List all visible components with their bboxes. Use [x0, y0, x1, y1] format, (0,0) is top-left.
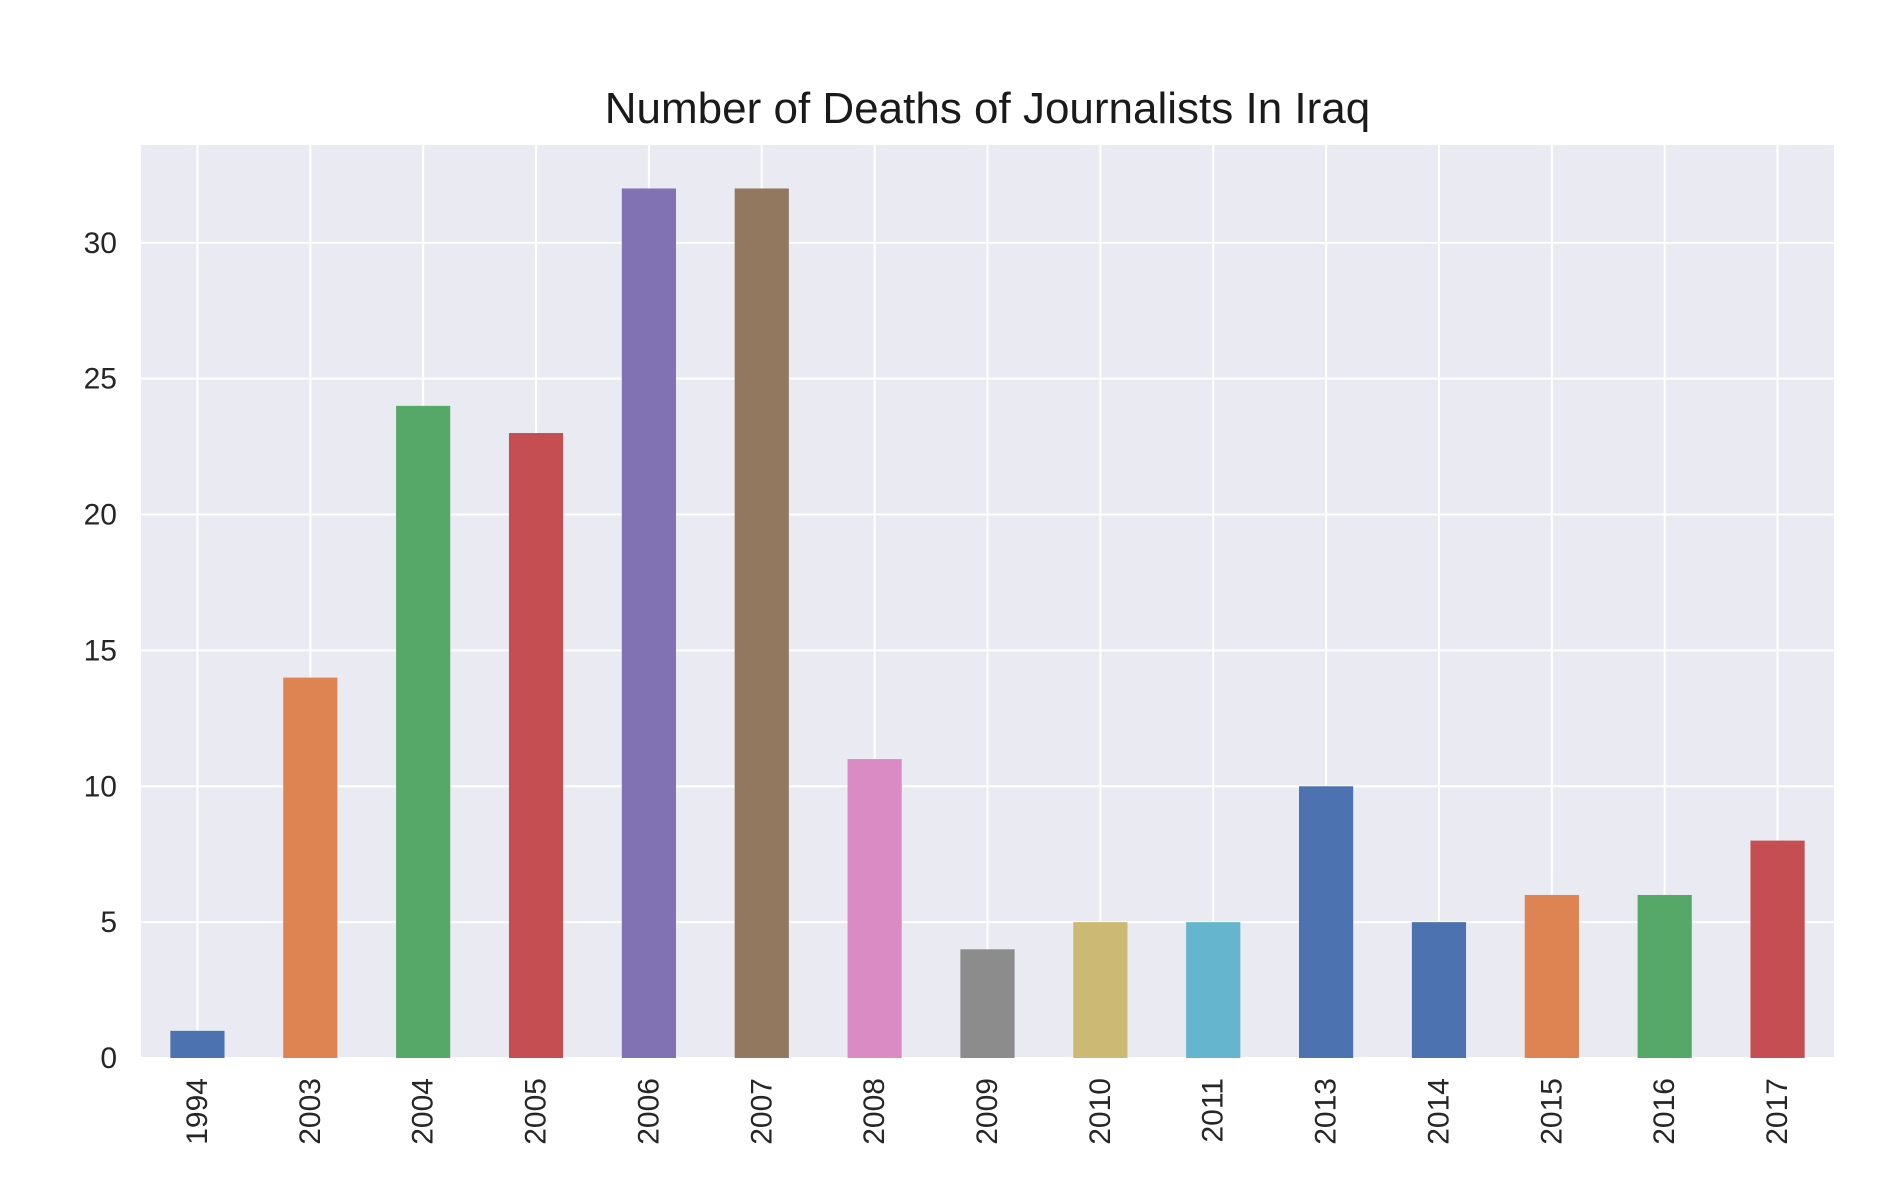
x-tick-label: 2003	[294, 1078, 327, 1145]
bar-2011	[1186, 922, 1241, 1058]
y-tick-label: 20	[84, 499, 117, 532]
bar-2005	[508, 433, 564, 1058]
x-tick-label: 2008	[858, 1078, 891, 1145]
x-tick-label: 2015	[1535, 1078, 1568, 1145]
x-tick-label: 2010	[1084, 1078, 1117, 1145]
bar-2007	[734, 188, 789, 1058]
x-tick-label: 2017	[1761, 1078, 1794, 1145]
bar-2010	[1073, 922, 1128, 1058]
chart-title: Number of Deaths of Journalists In Iraq	[605, 84, 1370, 133]
y-tick-label: 15	[84, 634, 117, 667]
x-tick-label: 2013	[1310, 1078, 1343, 1145]
y-axis-ticks: 0 5 10 15 20 25 30	[84, 227, 117, 1075]
bars	[170, 188, 1805, 1058]
y-tick-label: 10	[84, 770, 117, 803]
x-tick-label: 2016	[1648, 1078, 1681, 1145]
x-tick-label: 2004	[407, 1078, 440, 1145]
bar-2008	[847, 759, 902, 1058]
y-tick-label: 25	[84, 363, 117, 396]
y-tick-label: 30	[84, 227, 117, 260]
x-tick-label: 1994	[181, 1078, 214, 1145]
x-axis-ticks: 1994 2003 2004 2005 2006 2007 2008 2009 2010 2011…	[181, 1078, 1794, 1145]
bar-2017	[1750, 840, 1805, 1058]
bar-1994	[170, 1030, 225, 1058]
x-tick-label: 2009	[971, 1078, 1004, 1145]
bar-2003	[283, 677, 338, 1058]
bar-2006	[621, 188, 676, 1058]
y-tick-label: 0	[100, 1042, 117, 1075]
x-tick-label: 2014	[1422, 1078, 1455, 1145]
bar-2016	[1637, 894, 1692, 1058]
bar-2004	[396, 405, 451, 1058]
x-tick-label: 2007	[745, 1078, 778, 1145]
x-tick-label: 2005	[520, 1078, 553, 1145]
bar-2015	[1524, 894, 1579, 1058]
bar-2013	[1299, 786, 1354, 1058]
y-tick-label: 5	[100, 906, 117, 939]
x-tick-label: 2011	[1197, 1078, 1230, 1143]
bar-2014	[1411, 922, 1467, 1058]
x-tick-label: 2006	[632, 1078, 665, 1145]
bar-2009	[960, 949, 1015, 1058]
